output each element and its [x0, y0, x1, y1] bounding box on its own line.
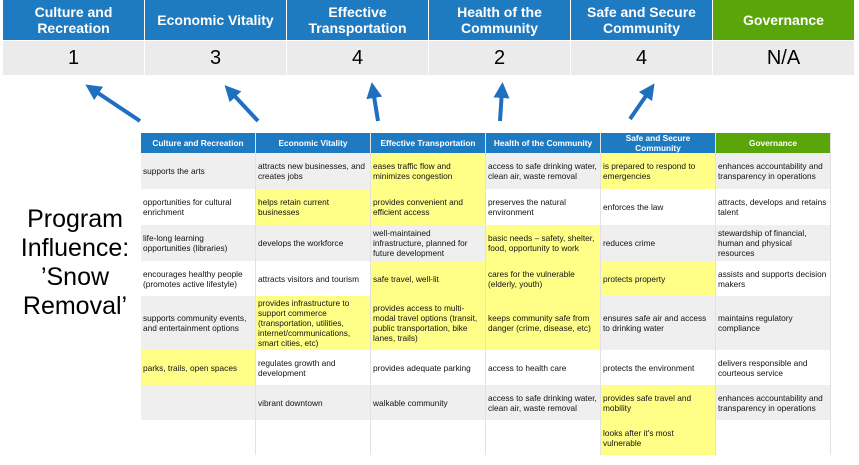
influence-table: Culture and Recreation Economic Vitality E… — [141, 133, 831, 455]
table-cell: walkable community — [370, 385, 486, 420]
table-cell: regulates growth and development — [255, 350, 371, 385]
table-cell: cares for the vulnerable (elderly, youth… — [485, 261, 601, 296]
table-cell: provides convenient and efficient access — [370, 189, 486, 225]
table-cell — [370, 420, 486, 455]
summary-value: N/A — [713, 40, 855, 75]
table-cell: protects property — [600, 261, 716, 296]
table-cell: opportunities for cultural enrichment — [141, 189, 256, 225]
table-cell: enhances accountability and transparency… — [715, 385, 831, 420]
table-cell: supports community events, and entertain… — [141, 296, 256, 350]
table-cell: attracts, develops and retains talent — [715, 189, 831, 225]
table-cell: preserves the natural environment — [485, 189, 601, 225]
summary-header: Culture and Recreation — [3, 0, 145, 40]
label-line: Influence: — [20, 234, 130, 262]
program-influence-label: Program Influence: ’Snow Removal’ — [5, 205, 145, 321]
table-cell: safe travel, well-lit — [370, 261, 486, 296]
arrow-icon — [628, 83, 655, 121]
table-cell: attracts visitors and tourism — [255, 261, 371, 296]
table-cell: enhances accountability and transparency… — [715, 153, 831, 189]
column-header: Health of the Community — [485, 133, 601, 153]
table-cell: access to health care — [485, 350, 601, 385]
table-row: encourages healthy people (promotes acti… — [141, 261, 831, 296]
table-cell: provides access to multi-modal travel op… — [370, 296, 486, 350]
table-cell: maintains regulatory compliance — [715, 296, 831, 350]
column-header: Governance — [715, 133, 831, 153]
summary-value: 4 — [571, 40, 713, 75]
table-cell: access to safe drinking water, clean air… — [485, 385, 601, 420]
table-cell: protects the environment — [600, 350, 716, 385]
table-header-row: Culture and Recreation Economic Vitality E… — [141, 133, 831, 153]
table-cell — [141, 385, 256, 420]
table-cell: stewardship of financial, human and phys… — [715, 225, 831, 261]
label-line: Program — [27, 205, 123, 233]
table-cell — [485, 420, 601, 455]
table-cell: provides adequate parking — [370, 350, 486, 385]
table-cell: looks after it's most vulnerable — [600, 420, 716, 455]
arrow-icon — [85, 84, 142, 123]
column-header: Effective Transportation — [370, 133, 486, 153]
summary-value: 4 — [287, 40, 429, 75]
table-row: vibrant downtown walkable community access… — [141, 385, 831, 420]
table-cell — [255, 420, 371, 455]
table-row: looks after it's most vulnerable — [141, 420, 831, 455]
table-cell: develops the workforce — [255, 225, 371, 261]
summary-value: 3 — [145, 40, 287, 75]
table-cell: enforces the law — [600, 189, 716, 225]
table-cell: attracts new businesses, and creates job… — [255, 153, 371, 189]
table-cell: ensures safe air and access to drinking … — [600, 296, 716, 350]
label-line: ’Snow — [40, 263, 110, 291]
arrows — [85, 82, 655, 123]
table-cell: assists and supports decision makers — [715, 261, 831, 296]
table-cell: provides safe travel and mobility — [600, 385, 716, 420]
table-cell: basic needs – safety, shelter, food, opp… — [485, 225, 601, 261]
table-cell: reduces crime — [600, 225, 716, 261]
summary-header: Effective Transportation — [287, 0, 429, 40]
arrow-icon — [224, 85, 260, 123]
arrow-icon — [366, 82, 383, 122]
table-cell: well-maintained infrastructure, planned … — [370, 225, 486, 261]
table-cell: access to safe drinking water, clean air… — [485, 153, 601, 189]
summary-header: Governance — [713, 0, 855, 40]
table-cell: eases traffic flow and minimizes congest… — [370, 153, 486, 189]
summary-header: Health of the Community — [429, 0, 571, 40]
summary-value: 2 — [429, 40, 571, 75]
table-cell — [715, 420, 831, 455]
table-cell: provides infrastructure to support comme… — [255, 296, 371, 350]
column-header: Safe and Secure Community — [600, 133, 716, 153]
summary-value: 1 — [3, 40, 145, 75]
arrow-icon — [493, 82, 510, 122]
table-row: parks, trails, open spaces regulates grow… — [141, 350, 831, 385]
table-row: supports community events, and entertain… — [141, 296, 831, 350]
column-header: Culture and Recreation — [141, 133, 256, 153]
table-cell: is prepared to respond to emergencies — [600, 153, 716, 189]
table-cell: keeps community safe from danger (crime,… — [485, 296, 601, 350]
table-row: opportunities for cultural enrichment hel… — [141, 189, 831, 225]
summary-scores: Culture and Recreation Economic Vitality E… — [3, 0, 855, 75]
label-line: Removal’ — [22, 292, 128, 320]
summary-header: Safe and Secure Community — [571, 0, 713, 40]
table-cell: encourages healthy people (promotes acti… — [141, 261, 256, 296]
table-cell: helps retain current businesses — [255, 189, 371, 225]
table-cell: life-long learning opportunities (librar… — [141, 225, 256, 261]
table-cell: delivers responsible and courteous servi… — [715, 350, 831, 385]
table-row: supports the arts attracts new businesses… — [141, 153, 831, 189]
table-cell: supports the arts — [141, 153, 256, 189]
table-cell: parks, trails, open spaces — [141, 350, 256, 385]
table-cell: vibrant downtown — [255, 385, 371, 420]
table-cell — [141, 420, 256, 455]
summary-header: Economic Vitality — [145, 0, 287, 40]
table-row: life-long learning opportunities (librar… — [141, 225, 831, 261]
column-header: Economic Vitality — [255, 133, 371, 153]
